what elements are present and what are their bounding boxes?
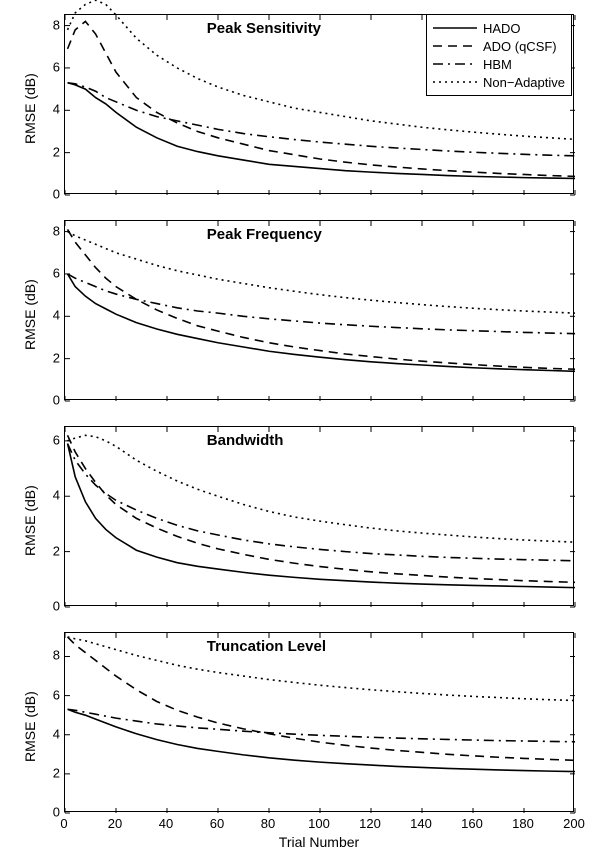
x-tick-label: 160 xyxy=(461,816,483,831)
y-tick-label: 8 xyxy=(40,223,60,238)
y-tick-label: 6 xyxy=(40,432,60,447)
x-tick-label: 0 xyxy=(60,816,67,831)
y-tick-label: 2 xyxy=(40,350,60,365)
y-tick-label: 0 xyxy=(40,393,60,408)
legend-label: HBM xyxy=(483,57,512,72)
series-line-ado xyxy=(68,229,575,369)
y-tick-label: 0 xyxy=(40,187,60,202)
panel-title: Peak Sensitivity xyxy=(207,20,321,37)
series-line-nonadaptive xyxy=(68,435,575,542)
x-tick-label: 80 xyxy=(261,816,275,831)
y-tick-label: 2 xyxy=(40,765,60,780)
series-line-hbm xyxy=(68,444,575,561)
x-axis-label: Trial Number xyxy=(64,834,574,850)
x-tick-label: 180 xyxy=(512,816,534,831)
y-tick-label: 4 xyxy=(40,102,60,117)
legend-label: HADO xyxy=(483,21,521,36)
legend-item: Non−Adaptive xyxy=(433,73,565,91)
plot-area xyxy=(64,632,574,812)
y-tick-label: 6 xyxy=(40,265,60,280)
y-tick-label: 8 xyxy=(40,648,60,663)
y-tick-label: 2 xyxy=(40,144,60,159)
x-tick-label: 100 xyxy=(308,816,330,831)
x-tick-label: 140 xyxy=(410,816,432,831)
y-tick-label: 0 xyxy=(40,599,60,614)
legend: HADO ADO (qCSF) HBM Non−Adaptive xyxy=(426,14,572,96)
y-axis-label: RMSE (dB) xyxy=(22,485,38,556)
x-tick-label: 20 xyxy=(108,816,122,831)
y-tick-label: 4 xyxy=(40,488,60,503)
x-tick-label: 60 xyxy=(210,816,224,831)
x-tick-label: 40 xyxy=(159,816,173,831)
y-tick-label: 2 xyxy=(40,543,60,558)
series-line-hado xyxy=(68,274,575,371)
y-tick-label: 6 xyxy=(40,687,60,702)
figure: 0 2 4 6 8 Peak Sensitivity RMSE (dB) 0 2 4 6 8 Peak … xyxy=(0,0,598,857)
panel-title: Peak Frequency xyxy=(207,226,322,243)
series-line-hbm xyxy=(68,709,575,741)
panel-title: Bandwidth xyxy=(207,432,284,449)
legend-item: HBM xyxy=(433,55,565,73)
y-tick-label: 0 xyxy=(40,805,60,820)
y-axis-label: RMSE (dB) xyxy=(22,691,38,762)
x-tick-label: 200 xyxy=(563,816,585,831)
legend-item: HADO xyxy=(433,19,565,37)
plot-area xyxy=(64,220,574,400)
y-tick-label: 6 xyxy=(40,59,60,74)
legend-label: ADO (qCSF) xyxy=(483,39,557,54)
plot-area xyxy=(64,426,574,606)
panel-title: Truncation Level xyxy=(207,638,326,655)
series-line-ado xyxy=(68,637,575,760)
y-tick-label: 4 xyxy=(40,726,60,741)
legend-item: ADO (qCSF) xyxy=(433,37,565,55)
series-line-ado xyxy=(68,435,575,582)
y-tick-label: 8 xyxy=(40,17,60,32)
legend-label: Non−Adaptive xyxy=(483,75,565,90)
y-axis-label: RMSE (dB) xyxy=(22,279,38,350)
x-tick-label: 120 xyxy=(359,816,381,831)
y-axis-label: RMSE (dB) xyxy=(22,73,38,144)
y-tick-label: 4 xyxy=(40,308,60,323)
series-line-hado xyxy=(68,83,575,179)
